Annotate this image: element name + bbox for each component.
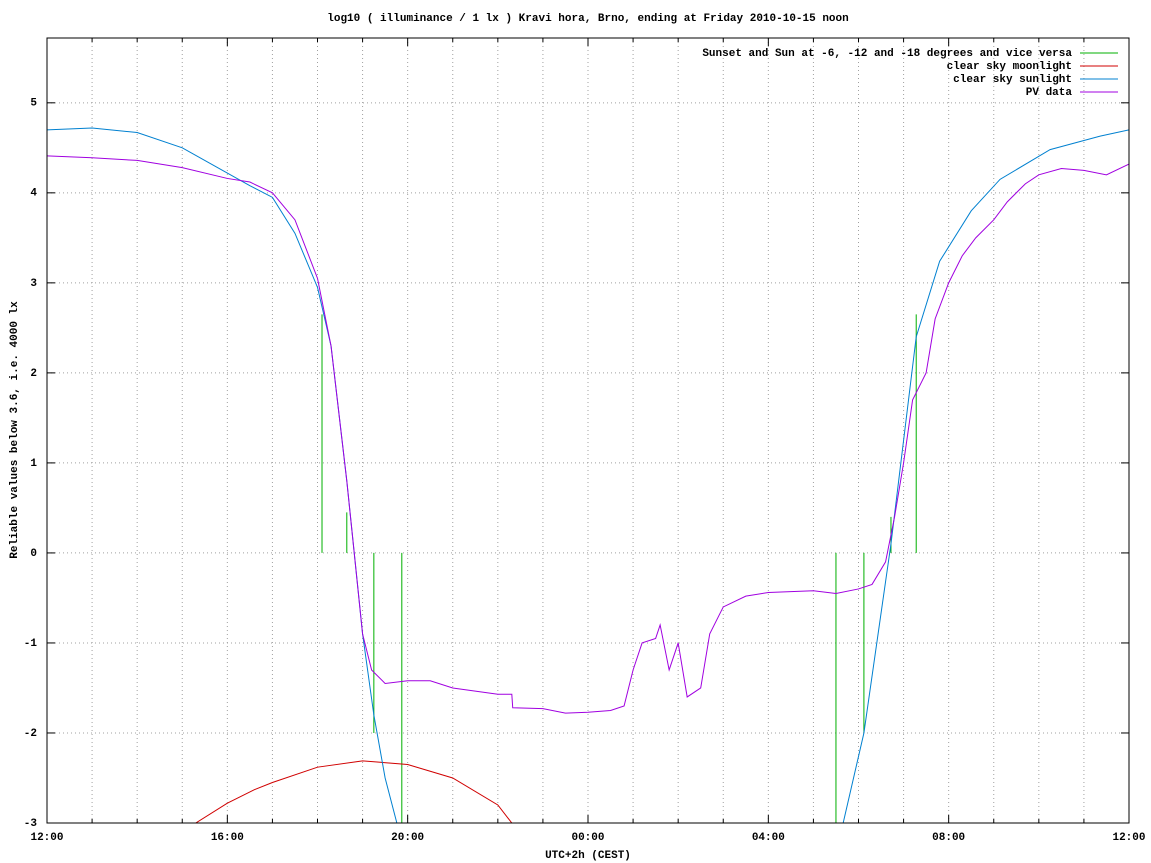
- series-line: [195, 760, 513, 823]
- x-tick-label: 08:00: [932, 832, 965, 844]
- x-tick-label: 12:00: [30, 832, 63, 844]
- y-tick-label: 1: [30, 458, 37, 470]
- x-tick-label: 16:00: [211, 832, 244, 844]
- y-tick-label: 0: [30, 548, 37, 560]
- series-line: [321, 314, 917, 823]
- x-tick-label: 12:00: [1112, 832, 1145, 844]
- y-tick-label: 3: [30, 278, 37, 290]
- series-line: [47, 127, 1129, 823]
- legend-label: PV data: [1026, 87, 1073, 99]
- y-tick-label: 4: [30, 188, 37, 200]
- chart-title: log10 ( illuminance / 1 lx ) Kravi hora,…: [327, 13, 849, 25]
- x-tick-label: 04:00: [752, 832, 785, 844]
- y-tick-label: -3: [24, 818, 38, 830]
- y-axis-label: Reliable values below 3.6, i.e. 4000 lx: [9, 301, 21, 559]
- legend-label: Sunset and Sun at -6, -12 and -18 degree…: [702, 48, 1072, 60]
- legend-label: clear sky moonlight: [947, 61, 1072, 73]
- y-tick-label: 5: [30, 98, 37, 110]
- x-tick-label: 00:00: [571, 832, 604, 844]
- legend-label: clear sky sunlight: [953, 74, 1072, 86]
- series-line: [47, 155, 1129, 714]
- y-tick-label: -2: [24, 728, 37, 740]
- y-tick-label: 2: [30, 368, 37, 380]
- x-axis-label: UTC+2h (CEST): [545, 850, 631, 862]
- plot-frame: [46, 37, 1130, 824]
- y-tick-label: -1: [24, 638, 38, 650]
- x-tick-label: 20:00: [391, 832, 424, 844]
